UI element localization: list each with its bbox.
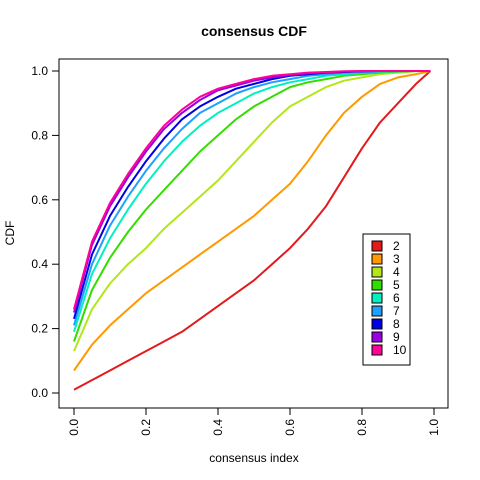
series-line-10 — [73, 70, 431, 310]
legend-label-10: 10 — [393, 343, 407, 357]
x-tick-label: 0.0 — [67, 419, 81, 436]
legend-label-7: 7 — [393, 304, 400, 318]
legend-label-8: 8 — [393, 317, 400, 331]
legend-swatch-5 — [371, 279, 383, 291]
y-tick-label: 0.8 — [31, 128, 48, 142]
y-axis: 0.0 0.2 0.4 0.6 0.8 1.0 — [31, 64, 60, 400]
y-tick-label: 0.6 — [31, 193, 48, 207]
x-tick-label: 0.6 — [283, 419, 297, 436]
x-tick-label: 0.4 — [211, 419, 225, 436]
legend-swatch-4 — [371, 266, 383, 278]
y-tick-label: 0.2 — [31, 322, 48, 336]
legend-swatch-8 — [371, 318, 383, 330]
legend-swatch-7 — [371, 305, 383, 317]
series-line-5 — [73, 70, 431, 342]
series-line-4 — [73, 70, 431, 352]
y-tick-label: 1.0 — [31, 64, 48, 78]
legend-label-4: 4 — [393, 265, 400, 279]
x-tick-label: 1.0 — [427, 419, 441, 436]
legend-swatch-2 — [371, 240, 383, 252]
y-axis-label: CDF — [3, 221, 17, 246]
y-tick-label: 0.4 — [31, 257, 48, 271]
legend-label-5: 5 — [393, 278, 400, 292]
y-tick-label: 0.0 — [31, 386, 48, 400]
legend-swatch-6 — [371, 292, 383, 304]
legend-swatch-10 — [371, 344, 383, 356]
legend-label-2: 2 — [393, 239, 400, 253]
legend-swatch-3 — [371, 253, 383, 265]
series-line-2 — [73, 70, 432, 391]
x-tick-label: 0.2 — [139, 419, 153, 436]
x-axis: 0.0 0.2 0.4 0.6 0.8 1.0 — [67, 407, 441, 436]
legend-label-6: 6 — [393, 291, 400, 305]
x-tick-label: 0.8 — [355, 419, 369, 436]
legend-label-9: 9 — [393, 330, 400, 344]
series-line-3 — [73, 70, 431, 372]
legend-box — [362, 233, 411, 366]
series-lines — [73, 70, 432, 391]
chart-title: consensus CDF — [201, 23, 307, 39]
legend-swatch-9 — [371, 331, 383, 343]
legend-label-3: 3 — [393, 252, 400, 266]
x-axis-label: consensus index — [209, 451, 298, 465]
